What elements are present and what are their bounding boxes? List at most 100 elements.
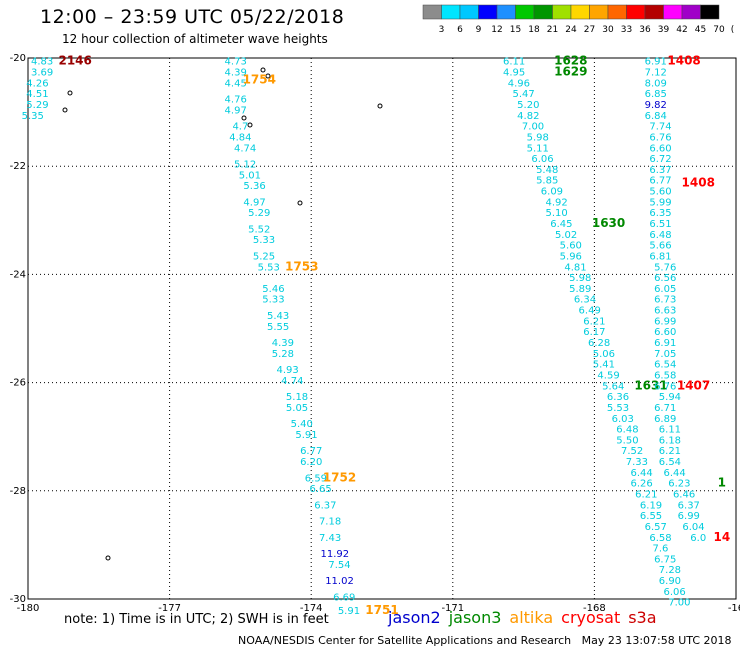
wave-height-label: 7.6	[653, 544, 669, 555]
wave-height-label: 6.71	[654, 403, 676, 414]
wave-height-label: 7.28	[659, 565, 681, 576]
scale-label: 27	[584, 25, 595, 35]
wave-height-label: 9.82	[645, 100, 667, 111]
chart-subtitle: 12 hour collection of altimeter wave hei…	[62, 32, 328, 46]
scale-label: 24	[565, 25, 577, 35]
y-tick-label: -30	[10, 594, 26, 605]
wave-height-label: 5.53	[607, 403, 629, 414]
pass-time-label: 14	[713, 530, 730, 544]
y-tick-label: -24	[10, 269, 26, 280]
wave-height-label: 7.05	[654, 349, 676, 360]
scale-label: 36	[639, 25, 651, 35]
wave-height-label: 5.55	[267, 322, 289, 333]
wave-height-label: 7.52	[621, 446, 643, 457]
wave-height-label: 5.33	[253, 235, 275, 246]
pass-time-label: 1631	[634, 378, 667, 392]
wave-height-label: 5.29	[248, 208, 270, 219]
x-tick-label: -16	[728, 603, 740, 614]
wave-height-label: 5.43	[267, 311, 289, 322]
wave-height-label: 5.01	[239, 170, 261, 181]
wave-height-label: 5.64	[602, 381, 624, 392]
wave-height-label: 5.60	[560, 241, 582, 252]
pass-time-label: 1407	[677, 378, 710, 392]
island-outline	[247, 122, 253, 128]
wave-height-label: 6.34	[574, 295, 596, 306]
pass-time-label: 1754	[243, 73, 276, 87]
scale-label: 30	[602, 25, 614, 35]
wave-height-label: 6.20	[300, 457, 322, 468]
pass-time-label: 1408	[667, 54, 700, 68]
wave-height-label: 6.51	[649, 219, 671, 230]
scale-label: 21	[547, 25, 558, 35]
legend-item-cryosat: cryosat	[561, 608, 621, 627]
wave-height-label: 6.37	[649, 165, 671, 176]
island-outline	[62, 107, 68, 113]
wave-height-label: 6.45	[550, 219, 572, 230]
wave-height-label: 5.47	[512, 89, 534, 100]
wave-height-label: 4.59	[597, 370, 619, 381]
pass-time-label: 1630	[592, 216, 625, 230]
wave-height-label: 4.82	[517, 111, 539, 122]
wave-height-label: 5.05	[286, 403, 308, 414]
wave-height-label: 5.98	[527, 132, 549, 143]
wave-height-label: 5.35	[22, 111, 44, 122]
wave-height-label: 6.48	[649, 230, 671, 241]
wave-height-label: 6.54	[654, 360, 676, 371]
x-tick-label: -171	[441, 603, 464, 614]
wave-height-label: 5.98	[569, 273, 591, 284]
wave-height-label: 6.04	[682, 522, 704, 533]
wave-height-label: 6.69	[333, 592, 355, 603]
wave-height-label: 4.76	[225, 95, 247, 106]
footer-credit: NOAA/NESDIS Center for Satellite Applica…	[238, 634, 732, 647]
wave-height-label: 7.00	[668, 598, 690, 609]
wave-height-label: 4.84	[229, 132, 251, 143]
wave-height-label: 6.35	[649, 208, 671, 219]
wave-height-label: 5.91	[295, 430, 317, 441]
wave-height-label: 6.77	[300, 446, 322, 457]
wave-height-label: 6.09	[541, 187, 563, 198]
wave-height-label: 4.45	[225, 78, 247, 89]
wave-height-label: 4.39	[272, 338, 294, 349]
pass-time-label: 1753	[285, 259, 318, 273]
wave-height-label: 5.18	[286, 392, 308, 403]
wave-height-label: 7.43	[319, 533, 341, 544]
wave-height-label: 6.76	[654, 381, 676, 392]
wave-height-label: 4.73	[225, 57, 247, 68]
y-tick-label: -20	[10, 53, 26, 64]
wave-height-label: 5.66	[649, 241, 671, 252]
wave-height-label: 5.28	[272, 349, 294, 360]
wave-height-label: 5.40	[291, 419, 313, 430]
wave-height-label: 6.44	[664, 468, 686, 479]
wave-height-label: 6.75	[654, 554, 676, 565]
scale-label: 70	[713, 25, 725, 35]
wave-height-label: 6.89	[654, 414, 676, 425]
wave-height-label: 6.18	[659, 435, 681, 446]
wave-height-label: 4.74	[234, 143, 256, 154]
wave-height-label: 6.37	[678, 500, 700, 511]
wave-height-label: 3.69	[31, 68, 53, 79]
wave-height-label: 6.77	[649, 176, 671, 187]
wave-height-label: 6.58	[654, 370, 676, 381]
scale-label: 3	[439, 25, 445, 35]
pass-time-label: 1752	[323, 470, 356, 484]
y-tick-label: -28	[10, 486, 26, 497]
scale-label: 45	[695, 25, 706, 35]
wave-height-label: 6.21	[583, 316, 605, 327]
wave-height-label: 7.33	[626, 457, 648, 468]
wave-height-label: 4.7	[232, 122, 248, 133]
x-tick-label: -180	[17, 603, 40, 614]
note-text: note: 1) Time is in UTC; 2) SWH is in fe…	[64, 612, 329, 627]
wave-height-label: 5.10	[546, 208, 568, 219]
x-tick-label: -177	[158, 603, 181, 614]
scale-label: 9	[476, 25, 482, 35]
legend-item-s3a: s3a	[628, 608, 657, 627]
x-tick-label: -174	[300, 603, 323, 614]
wave-height-label: 5.41	[593, 360, 615, 371]
wave-height-label: 5.76	[654, 262, 676, 273]
x-tick-label: -168	[583, 603, 606, 614]
wave-height-label: 5.46	[262, 284, 284, 295]
wave-height-label: 6.65	[310, 484, 332, 495]
wave-height-label: 6.59	[305, 473, 327, 484]
scale-label: 39	[658, 25, 670, 35]
